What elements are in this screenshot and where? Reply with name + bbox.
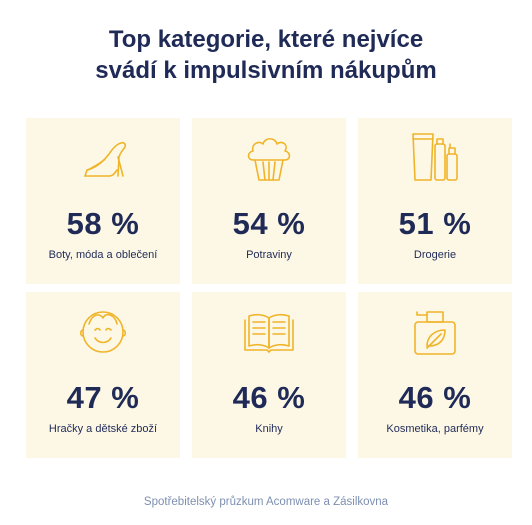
page-title: Top kategorie, které nejvíce svádí k imp… bbox=[0, 24, 532, 86]
category-percent: 54 % bbox=[232, 206, 306, 241]
high-heel-shoe-icon bbox=[84, 141, 127, 177]
category-percent: 46 % bbox=[232, 380, 306, 415]
title-line-2: svádí k impulsivním nákupům bbox=[95, 57, 437, 84]
category-label: Potraviny bbox=[246, 249, 292, 261]
category-card-toys: 47 % Hračky a dětské zboží bbox=[26, 292, 180, 458]
title-line-1: Top kategorie, které nejvíce bbox=[108, 26, 424, 53]
category-card-books: 46 % Knihy bbox=[192, 292, 346, 458]
category-percent: 58 % bbox=[66, 206, 140, 241]
category-label: Hračky a dětské zboží bbox=[48, 423, 158, 435]
perfume-leaf-icon bbox=[414, 311, 456, 355]
category-card-food: 54 % Potraviny bbox=[192, 118, 346, 284]
category-card-drugstore: 51 % Drogerie bbox=[358, 118, 512, 284]
category-card-shoes: 58 % Boty, móda a oblečení bbox=[26, 118, 180, 284]
category-label: Boty, móda a oblečení bbox=[48, 249, 158, 261]
open-book-icon bbox=[244, 313, 294, 353]
category-label: Kosmetika, parfémy bbox=[386, 423, 484, 435]
category-label: Knihy bbox=[255, 423, 283, 435]
category-percent: 51 % bbox=[398, 206, 472, 241]
category-card-cosmetics: 46 % Kosmetika, parfémy bbox=[358, 292, 512, 458]
child-face-icon bbox=[79, 311, 127, 353]
category-percent: 46 % bbox=[398, 380, 472, 415]
category-grid: 58 % Boty, móda a oblečení 54 % Potravin… bbox=[26, 118, 512, 458]
cupcake-icon bbox=[247, 137, 291, 181]
category-percent: 47 % bbox=[66, 380, 140, 415]
toiletries-bottles-icon bbox=[412, 133, 458, 181]
source-footer: Spotřebitelský průzkum Acomware a Zásilk… bbox=[143, 496, 389, 508]
category-label: Drogerie bbox=[413, 249, 457, 261]
